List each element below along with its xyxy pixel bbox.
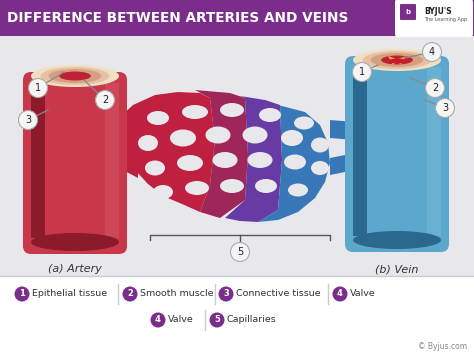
Ellipse shape — [185, 181, 209, 195]
Text: © Byjus.com: © Byjus.com — [418, 342, 467, 351]
Circle shape — [353, 62, 372, 82]
Polygon shape — [330, 120, 355, 140]
Ellipse shape — [59, 72, 91, 80]
Ellipse shape — [388, 59, 406, 64]
Polygon shape — [395, 56, 406, 65]
Ellipse shape — [212, 152, 237, 168]
Polygon shape — [225, 96, 282, 222]
Ellipse shape — [288, 184, 308, 197]
Ellipse shape — [255, 179, 277, 193]
Text: 4: 4 — [429, 47, 435, 57]
Ellipse shape — [381, 55, 413, 65]
Polygon shape — [427, 67, 441, 236]
Circle shape — [95, 90, 115, 109]
Circle shape — [210, 312, 225, 328]
Ellipse shape — [311, 138, 329, 152]
Text: The Learning App: The Learning App — [424, 18, 467, 23]
Polygon shape — [31, 83, 45, 238]
Ellipse shape — [294, 116, 314, 130]
Polygon shape — [117, 92, 215, 212]
Text: 5: 5 — [237, 247, 243, 257]
Text: Smooth muscle: Smooth muscle — [140, 289, 213, 299]
Circle shape — [18, 110, 37, 130]
Ellipse shape — [41, 67, 109, 85]
Ellipse shape — [177, 155, 203, 171]
FancyBboxPatch shape — [400, 4, 416, 20]
Text: BYJU'S: BYJU'S — [424, 6, 452, 16]
Ellipse shape — [353, 49, 441, 71]
Text: 3: 3 — [223, 289, 229, 299]
Ellipse shape — [353, 231, 441, 249]
Polygon shape — [330, 153, 355, 175]
Text: 5: 5 — [214, 316, 220, 324]
FancyBboxPatch shape — [23, 72, 127, 254]
Text: Epithelial tissue: Epithelial tissue — [32, 289, 107, 299]
Ellipse shape — [363, 51, 431, 69]
Text: 1: 1 — [19, 289, 25, 299]
Bar — [0, 0, 474, 36]
Polygon shape — [388, 56, 399, 65]
Ellipse shape — [31, 65, 119, 87]
Polygon shape — [105, 83, 119, 238]
Ellipse shape — [220, 103, 244, 117]
Text: 2: 2 — [127, 289, 133, 299]
Circle shape — [230, 243, 249, 262]
Text: 2: 2 — [432, 83, 438, 93]
Ellipse shape — [170, 130, 196, 146]
Ellipse shape — [371, 53, 423, 67]
Text: 3: 3 — [442, 103, 448, 113]
Text: Valve: Valve — [168, 316, 194, 324]
Ellipse shape — [138, 135, 158, 151]
Text: Valve: Valve — [350, 289, 376, 299]
Text: 3: 3 — [25, 115, 31, 125]
Ellipse shape — [31, 233, 119, 251]
Ellipse shape — [281, 130, 303, 146]
Text: (a) Artery: (a) Artery — [48, 264, 102, 274]
Ellipse shape — [182, 105, 208, 119]
Ellipse shape — [311, 161, 329, 175]
Polygon shape — [353, 67, 367, 236]
Ellipse shape — [259, 108, 281, 122]
Text: Capillaries: Capillaries — [227, 316, 277, 324]
Circle shape — [28, 78, 47, 97]
Ellipse shape — [49, 69, 101, 83]
Bar — [0, 276, 474, 353]
Ellipse shape — [220, 179, 244, 193]
FancyBboxPatch shape — [345, 56, 449, 252]
Circle shape — [122, 287, 137, 301]
Circle shape — [436, 98, 455, 118]
Polygon shape — [119, 115, 134, 140]
FancyBboxPatch shape — [395, 0, 473, 37]
Text: 1: 1 — [35, 83, 41, 93]
Text: 4: 4 — [337, 289, 343, 299]
Ellipse shape — [247, 152, 273, 168]
Text: (b) Vein: (b) Vein — [375, 264, 419, 274]
Circle shape — [332, 287, 347, 301]
Text: b: b — [405, 9, 410, 15]
Polygon shape — [258, 105, 330, 222]
Ellipse shape — [243, 126, 267, 144]
Circle shape — [422, 42, 441, 61]
Polygon shape — [119, 152, 138, 178]
Ellipse shape — [284, 155, 306, 169]
Circle shape — [15, 287, 29, 301]
Circle shape — [151, 312, 165, 328]
Ellipse shape — [153, 185, 173, 199]
Ellipse shape — [206, 126, 230, 144]
Circle shape — [219, 287, 234, 301]
Text: 1: 1 — [359, 67, 365, 77]
Text: DIFFERENCE BETWEEN ARTERIES AND VEINS: DIFFERENCE BETWEEN ARTERIES AND VEINS — [7, 11, 348, 25]
Ellipse shape — [145, 161, 165, 175]
Text: Connective tissue: Connective tissue — [236, 289, 320, 299]
Polygon shape — [195, 90, 248, 218]
Circle shape — [426, 78, 445, 97]
Text: 2: 2 — [102, 95, 108, 105]
Text: 4: 4 — [155, 316, 161, 324]
Ellipse shape — [147, 111, 169, 125]
